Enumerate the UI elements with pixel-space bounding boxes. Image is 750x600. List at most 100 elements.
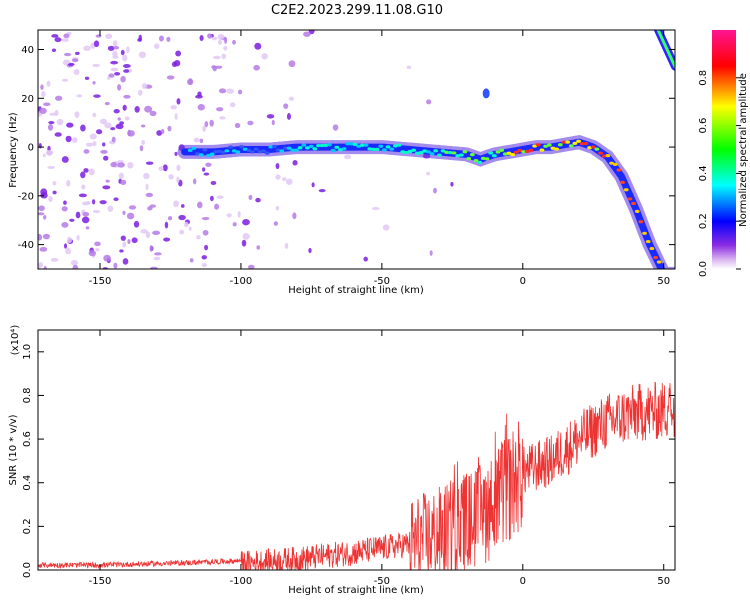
noise-speckle — [71, 58, 79, 63]
noise-speckle — [292, 212, 297, 220]
noise-speckle — [426, 99, 432, 105]
ridge-blob — [517, 148, 523, 153]
noise-speckle — [174, 151, 178, 156]
noise-speckle — [216, 107, 224, 112]
noise-speckle — [273, 221, 279, 226]
noise-speckle — [70, 260, 79, 266]
ridge-blob — [561, 140, 567, 144]
noise-speckle — [43, 102, 51, 107]
ridge-blob — [418, 151, 424, 155]
noise-speckle — [61, 221, 69, 228]
noise-speckle — [150, 266, 158, 269]
noise-speckle — [128, 205, 137, 210]
noise-speckle — [176, 176, 180, 184]
ridge-blob — [565, 140, 571, 144]
ridge-blob — [378, 144, 384, 148]
noise-speckle — [40, 192, 48, 199]
ridge-blob — [436, 153, 442, 157]
noise-speckle — [120, 49, 125, 56]
noise-speckle — [212, 65, 217, 72]
noise-speckle — [382, 224, 390, 231]
colorbar-gradient — [712, 30, 736, 269]
ridge-blob — [451, 151, 457, 155]
noise-speckle — [193, 137, 200, 143]
snr-plot-area — [38, 381, 675, 570]
noise-speckle — [192, 178, 197, 185]
noise-speckle — [51, 34, 59, 38]
colorbar-tick-label: 0.2 — [698, 213, 709, 229]
noise-speckle — [229, 102, 236, 108]
noise-speckle — [154, 252, 162, 256]
noise-speckle — [241, 239, 247, 247]
snr-xlabel: Height of straight line (km) — [288, 585, 424, 596]
ridge-blob — [660, 269, 665, 272]
snr-multiplier: (x10⁴) — [10, 325, 21, 356]
noise-speckle — [170, 105, 177, 110]
noise-speckle — [92, 63, 101, 68]
noise-speckle — [61, 78, 69, 82]
snr-ytick-label: 0.8 — [22, 388, 33, 404]
noise-speckle — [88, 250, 97, 257]
noise-speckle — [123, 69, 130, 73]
noise-speckle — [303, 31, 311, 37]
noise-speckle — [286, 178, 293, 185]
ridge-blob — [568, 144, 574, 148]
ridge-blob — [371, 147, 376, 151]
ridge-blob — [316, 143, 321, 148]
ridge-blob — [576, 139, 582, 143]
snr-ytick-label: 0.4 — [22, 475, 33, 491]
ridge-blob — [583, 141, 589, 146]
noise-speckle — [126, 212, 135, 220]
ridge-blob — [605, 154, 611, 158]
ridge-blob — [345, 142, 351, 146]
ridge-blob — [308, 144, 314, 149]
snr-xtick-label: -150 — [89, 576, 112, 587]
spectrogram-ylabel: Frequency (Hz) — [8, 112, 19, 188]
noise-speckle — [84, 76, 90, 81]
noise-speckle — [63, 200, 67, 205]
ridge-blob — [653, 255, 658, 260]
ridge-blob — [257, 150, 263, 154]
ridge-blob — [473, 158, 479, 163]
ridge-blob — [231, 149, 237, 153]
noise-speckle — [52, 190, 57, 195]
noise-speckle — [89, 133, 97, 140]
noise-speckle — [117, 84, 122, 91]
noise-speckle — [209, 119, 214, 127]
noise-speckle — [85, 142, 94, 147]
ridge-blob — [363, 143, 369, 147]
noise-speckle — [271, 119, 275, 126]
noise-speckle — [76, 94, 83, 98]
noise-speckle — [92, 112, 97, 118]
noise-speckle — [38, 261, 44, 268]
ridge-blob — [217, 149, 222, 153]
ridge-blob — [656, 260, 662, 264]
noise-speckle — [39, 107, 47, 115]
ridge-blob — [239, 145, 244, 149]
ridge-blob — [396, 143, 402, 147]
noise-speckle — [332, 124, 339, 131]
noise-speckle — [66, 179, 71, 187]
noise-speckle — [158, 166, 164, 171]
ridge-blob — [297, 146, 303, 150]
noise-speckle — [318, 189, 326, 193]
noise-speckle — [311, 182, 315, 188]
noise-speckle — [117, 117, 121, 121]
noise-speckle — [429, 250, 433, 256]
ridge-blob — [462, 150, 468, 154]
ridge-blob — [290, 148, 296, 152]
ridge-blob — [543, 144, 549, 148]
noise-speckle — [219, 116, 226, 120]
ridge-blob — [425, 150, 431, 154]
noise-speckle — [95, 129, 103, 135]
noise-speckle — [164, 221, 169, 229]
spectrogram-xtick-label: 0 — [520, 276, 526, 287]
noise-speckle — [83, 45, 91, 51]
noise-speckle — [115, 123, 124, 130]
ridge-blob — [268, 145, 274, 149]
ridge-blob — [338, 148, 343, 152]
ridge-blob — [422, 149, 428, 153]
ridge-blob — [411, 148, 417, 152]
ridge-blob — [213, 150, 219, 154]
noise-speckle — [166, 75, 175, 80]
